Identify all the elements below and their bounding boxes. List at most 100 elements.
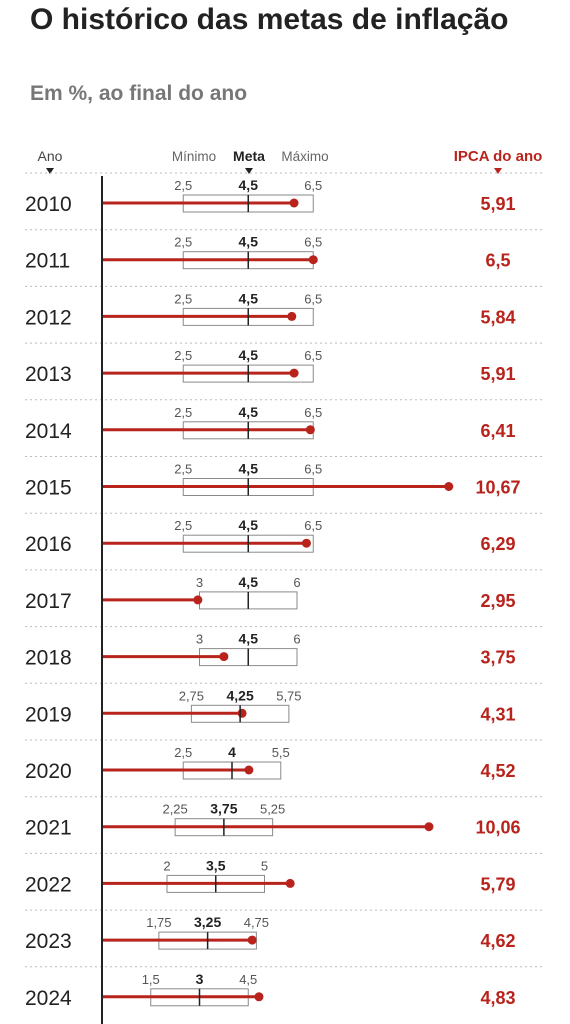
ipca-value-label: 4,52 — [480, 761, 515, 781]
chart-rows: 2010 2,5 4,5 6,5 5,91 2011 2,5 4,5 6,5 6,5 2012 2,5… — [25, 172, 545, 1010]
min-label: 3 — [196, 632, 203, 647]
ipca-point — [254, 992, 264, 1002]
ipca-point — [308, 255, 318, 265]
target-label: 4,5 — [239, 631, 259, 647]
max-label: 5,75 — [276, 688, 301, 703]
max-label: 4,5 — [239, 972, 257, 987]
chart-row: 2011 2,5 4,5 6,5 6,5 — [25, 229, 545, 273]
year-label: 2017 — [25, 590, 72, 613]
min-label: 2 — [163, 858, 170, 873]
ipca-point — [244, 765, 254, 775]
max-label: 6,5 — [304, 348, 322, 363]
year-label: 2020 — [25, 760, 72, 783]
max-label: 5 — [261, 858, 268, 873]
target-label: 4,5 — [239, 177, 259, 193]
ipca-point — [444, 482, 454, 491]
ipca-point — [193, 595, 203, 605]
min-label: 1,5 — [142, 972, 160, 987]
chart-header: Ano Mínimo Meta Máximo IPCA do ano — [38, 148, 543, 174]
year-label: 2022 — [25, 873, 72, 896]
min-label: 2,5 — [174, 745, 192, 760]
max-label: 6,5 — [304, 518, 322, 533]
min-label: 2,5 — [174, 235, 192, 250]
header-target-label: Meta — [233, 148, 265, 164]
ipca-point — [424, 822, 434, 832]
header-year-marker-icon — [46, 168, 54, 174]
chart-row: 2020 2,5 4 5,5 4,52 — [25, 739, 545, 783]
min-label: 2,5 — [174, 462, 192, 477]
target-label: 4,5 — [239, 461, 259, 477]
ipca-value-label: 4,31 — [480, 704, 515, 724]
target-label: 4,25 — [227, 687, 254, 703]
max-label: 6 — [293, 632, 300, 647]
min-label: 2,5 — [174, 405, 192, 420]
max-label: 6,5 — [304, 235, 322, 250]
ipca-value-label: 10,67 — [475, 478, 520, 498]
year-label: 2012 — [25, 306, 72, 329]
ipca-point — [301, 538, 311, 548]
ipca-point — [247, 935, 257, 945]
chart-row: 2015 2,5 4,5 6,5 10,67 — [25, 456, 545, 500]
year-label: 2019 — [25, 703, 72, 726]
ipca-value-label: 4,83 — [480, 988, 515, 1008]
year-label: 2016 — [25, 533, 72, 556]
ipca-value-label: 5,91 — [480, 194, 515, 214]
target-label: 3,75 — [210, 801, 237, 817]
chart-row: 2014 2,5 4,5 6,5 6,41 — [25, 399, 545, 443]
min-label: 1,75 — [146, 915, 171, 930]
ipca-value-label: 6,29 — [480, 534, 515, 554]
chart-row: 2023 1,75 3,25 4,75 4,62 — [25, 909, 545, 953]
target-label: 4,5 — [239, 347, 259, 363]
min-label: 3 — [196, 575, 203, 590]
ipca-value-label: 10,06 — [475, 818, 520, 838]
max-label: 6,5 — [304, 462, 322, 477]
year-label: 2015 — [25, 477, 72, 500]
chart-row: 2021 2,25 3,75 5,25 10,06 — [25, 796, 545, 840]
header-ipca-marker-icon — [494, 168, 502, 174]
header-min-label: Mínimo — [172, 149, 216, 164]
ipca-value-label: 5,84 — [480, 307, 515, 327]
year-label: 2014 — [25, 420, 72, 443]
year-label: 2021 — [25, 817, 72, 840]
max-label: 4,75 — [244, 915, 269, 930]
min-label: 2,5 — [174, 178, 192, 193]
max-label: 6,5 — [304, 291, 322, 306]
min-label: 2,5 — [174, 348, 192, 363]
ipca-point — [305, 425, 315, 435]
chart-row: 2024 1,5 3 4,5 4,83 — [25, 966, 545, 1010]
chart-title: O histórico das metas de inflação — [30, 3, 509, 36]
ipca-point — [289, 368, 299, 378]
header-ipca-label: IPCA do ano — [454, 148, 543, 165]
target-label: 4,5 — [239, 234, 259, 250]
ipca-value-label: 5,91 — [480, 364, 515, 384]
ipca-point — [289, 198, 299, 208]
target-label: 4,5 — [239, 517, 259, 533]
chart-row: 2022 2 3,5 5 5,79 — [25, 852, 545, 896]
ipca-point — [237, 708, 247, 718]
ipca-value-label: 3,75 — [480, 648, 515, 668]
chart-row: 2017 3 4,5 6 2,95 — [25, 569, 545, 613]
min-label: 2,5 — [174, 291, 192, 306]
chart-row: 2016 2,5 4,5 6,5 6,29 — [25, 512, 545, 556]
max-label: 6,5 — [304, 405, 322, 420]
chart-row: 2019 2,75 4,25 5,75 4,31 — [25, 682, 545, 726]
ipca-point — [285, 878, 295, 888]
year-label: 2010 — [25, 193, 72, 216]
chart-row: 2013 2,5 4,5 6,5 5,91 — [25, 342, 545, 386]
target-label: 3,5 — [206, 857, 226, 873]
year-label: 2024 — [25, 987, 72, 1010]
min-label: 2,75 — [179, 688, 204, 703]
ipca-value-label: 5,79 — [480, 874, 515, 894]
ipca-value-label: 2,95 — [480, 591, 515, 611]
year-label: 2013 — [25, 363, 72, 386]
max-label: 6,5 — [304, 178, 322, 193]
chart-row: 2018 3 4,5 6 3,75 — [25, 626, 545, 670]
chart-row: 2012 2,5 4,5 6,5 5,84 — [25, 285, 545, 329]
header-max-label: Máximo — [281, 149, 328, 164]
ipca-point — [219, 652, 229, 662]
year-label: 2011 — [25, 250, 70, 273]
max-label: 5,5 — [272, 745, 290, 760]
ipca-value-label: 4,62 — [480, 931, 515, 951]
ipca-point — [287, 311, 297, 321]
